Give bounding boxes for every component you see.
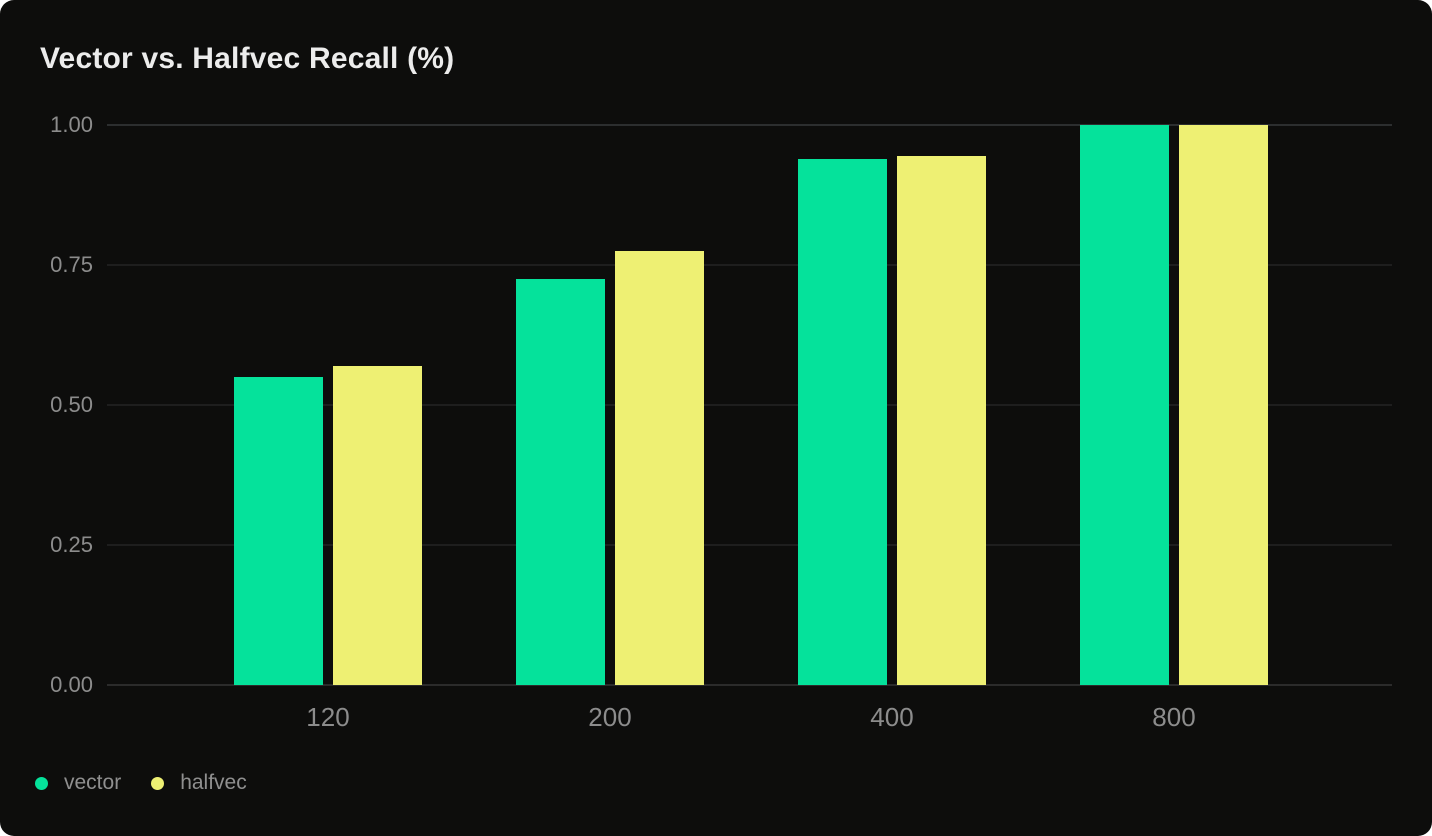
bar-vector-400 <box>798 158 887 685</box>
gridline-0.75 <box>107 264 1392 266</box>
x-tick-label-800: 800 <box>1152 702 1196 732</box>
legend-item-vector[interactable]: vector <box>35 770 121 796</box>
legend-label-halfvec: halfvec <box>180 771 247 794</box>
x-tick-label-120: 120 <box>306 702 350 732</box>
legend-dot-vector <box>35 776 48 790</box>
bar-vector-120 <box>234 377 323 685</box>
gridline-1.00 <box>107 124 1392 126</box>
y-tick-label-0.50: 0.50 <box>50 392 93 417</box>
gridline-0.50 <box>107 404 1392 406</box>
y-tick-label-0.75: 0.75 <box>50 252 93 277</box>
bar-halfvec-200 <box>615 251 704 685</box>
legend-item-halfvec[interactable]: halfvec <box>151 770 247 796</box>
x-tick-label-400: 400 <box>870 702 914 732</box>
legend-dot-halfvec <box>151 776 165 790</box>
legend: vector halfvec <box>35 770 247 796</box>
x-tick-label-200: 200 <box>588 702 632 732</box>
gridline-0.25 <box>107 544 1392 546</box>
bar-halfvec-400 <box>897 155 986 685</box>
bar-vector-800 <box>1080 125 1169 685</box>
bar-halfvec-120 <box>333 365 422 685</box>
y-tick-label-1.00: 1.00 <box>50 112 93 137</box>
gridline-0.00 <box>107 684 1392 686</box>
y-tick-label-0.25: 0.25 <box>50 532 93 557</box>
bar-halfvec-800 <box>1179 125 1268 685</box>
y-tick-label-0.00: 0.00 <box>50 672 93 697</box>
chart-title: Vector vs. Halfvec Recall (%) <box>40 42 455 75</box>
legend-label-vector: vector <box>64 771 122 794</box>
bar-vector-200 <box>516 279 605 685</box>
